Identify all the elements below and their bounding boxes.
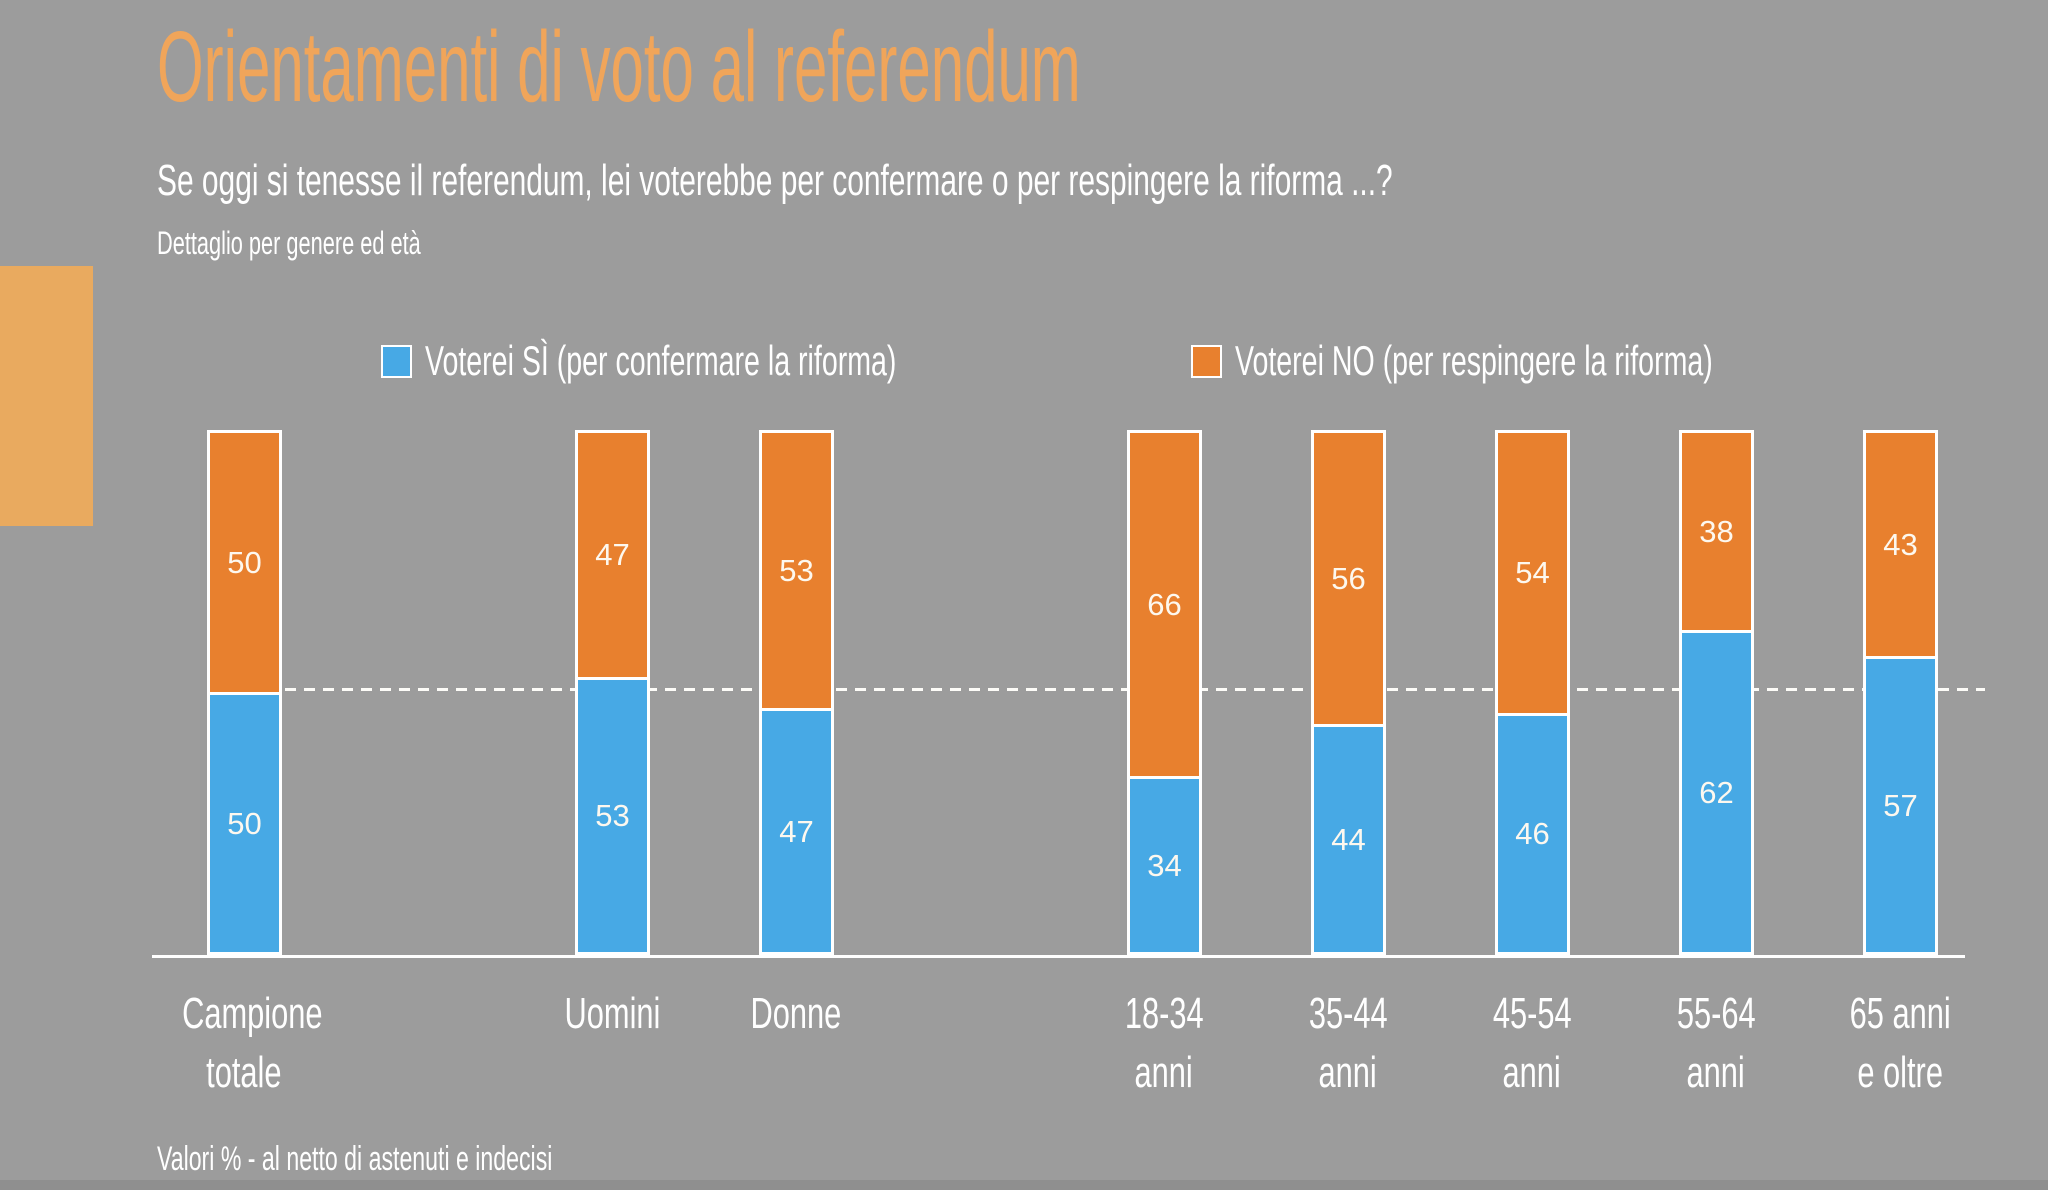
bar-segment-no: 66 [1130, 433, 1199, 776]
bar-value-no: 56 [1331, 560, 1366, 596]
bar-value-si: 57 [1883, 787, 1918, 823]
bar-segment-si: 47 [762, 708, 831, 952]
legend-label-si: Voterei SÌ (per confermare la riforma) [425, 337, 897, 384]
bar-value-si: 62 [1699, 774, 1734, 810]
bar-segment-si: 53 [578, 677, 647, 952]
bar-value-no: 66 [1147, 586, 1182, 622]
bar-segment-si: 44 [1314, 724, 1383, 952]
bar-segment-si: 57 [1866, 656, 1935, 952]
category-label-line: Campione [182, 989, 323, 1038]
bar-segment-no: 53 [762, 433, 831, 708]
category-label-line: 45-54 [1492, 989, 1572, 1038]
category-label-35-44-anni: 35-44 anni [1256, 984, 1440, 1102]
bar-value-si: 50 [227, 805, 262, 841]
bar-value-no: 47 [595, 537, 630, 572]
bottom-edge-strip [0, 1180, 2048, 1190]
bar-value-si: 44 [1331, 821, 1366, 857]
bar-value-no: 50 [227, 544, 262, 580]
legend-swatch-no [1191, 344, 1222, 378]
bar-segment-no: 38 [1682, 433, 1751, 630]
bar-value-si: 46 [1515, 816, 1550, 851]
page-title: Orientamenti di voto al referendum [157, 10, 1697, 125]
category-label-line: 35-44 [1308, 989, 1388, 1038]
bar-segment-si: 62 [1682, 630, 1751, 952]
category-label-45-54-anni: 45-54 anni [1440, 984, 1624, 1102]
category-label-line: totale [206, 1048, 282, 1097]
category-label-line: Uomini [564, 989, 660, 1038]
bar-campione-totale: 50 50 [207, 430, 282, 955]
bar-segment-si: 50 [210, 692, 279, 952]
category-label-line: 65 anni [1849, 989, 1951, 1038]
legend-swatch-si [381, 344, 412, 378]
category-label-line: 55-64 [1676, 989, 1756, 1038]
category-label-line: 18-34 [1124, 989, 1204, 1038]
bar-segment-no: 43 [1866, 433, 1935, 656]
category-label-65-anni-e-oltre: 65 anni e oltre [1808, 984, 1992, 1102]
x-axis-line [152, 955, 1965, 958]
subtitle-detail: Dettaglio per genere ed età [157, 225, 421, 261]
bar-45-54-anni: 54 46 [1495, 430, 1570, 955]
category-label-line: anni [1318, 1048, 1378, 1097]
bar-segment-no: 47 [578, 433, 647, 677]
bar-65-anni-e-oltre: 43 57 [1863, 430, 1938, 955]
bar-segment-no: 50 [210, 433, 279, 692]
category-label-line: anni [1502, 1048, 1562, 1097]
legend-label-no: Voterei NO (per respingere la riforma) [1235, 337, 1713, 384]
bar-value-no: 43 [1883, 526, 1918, 562]
bar-segment-no: 56 [1314, 433, 1383, 724]
bar-uomini: 47 53 [575, 430, 650, 955]
bar-value-si: 53 [595, 798, 630, 833]
legend-item-no: Voterei NO (per respingere la riforma) [1191, 337, 1938, 384]
stacked-bar-chart: 50 50 47 53 53 47 66 34 56 44 54 46 38 62 43 57 [152, 430, 1992, 958]
category-label-donne: Donne [704, 984, 888, 1043]
category-label-55-64-anni: 55-64 anni [1624, 984, 1808, 1102]
bar-segment-si: 34 [1130, 776, 1199, 952]
bar-value-no: 54 [1515, 555, 1550, 590]
bar-segment-no: 54 [1498, 433, 1567, 713]
bar-35-44-anni: 56 44 [1311, 430, 1386, 955]
category-label-uomini: Uomini [520, 984, 704, 1043]
legend-item-si: Voterei SÌ (per confermare la riforma) [381, 337, 1118, 384]
subtitle-question: Se oggi si tenesse il referendum, lei vo… [157, 156, 1393, 205]
page-title-text: Orientamenti di voto al referendum [157, 11, 1081, 123]
category-label-campione-totale: Campione totale [152, 984, 336, 1102]
bar-18-34-anni: 66 34 [1127, 430, 1202, 955]
category-label-line: anni [1134, 1048, 1194, 1097]
bar-value-si: 34 [1147, 847, 1182, 883]
bar-donne: 53 47 [759, 430, 834, 955]
bar-segment-si: 46 [1498, 713, 1567, 952]
category-label-line: e oltre [1857, 1048, 1943, 1097]
category-label-18-34-anni: 18-34 anni [1072, 984, 1256, 1102]
accent-rectangle [0, 266, 93, 526]
footnote: Valori % - al netto di astenuti e indeci… [157, 1140, 553, 1178]
bar-value-si: 47 [779, 813, 814, 849]
bar-55-64-anni: 38 62 [1679, 430, 1754, 955]
bar-value-no: 38 [1699, 513, 1734, 549]
category-label-line: anni [1686, 1048, 1746, 1097]
category-label-line: Donne [750, 989, 842, 1038]
bar-value-no: 53 [779, 552, 814, 588]
